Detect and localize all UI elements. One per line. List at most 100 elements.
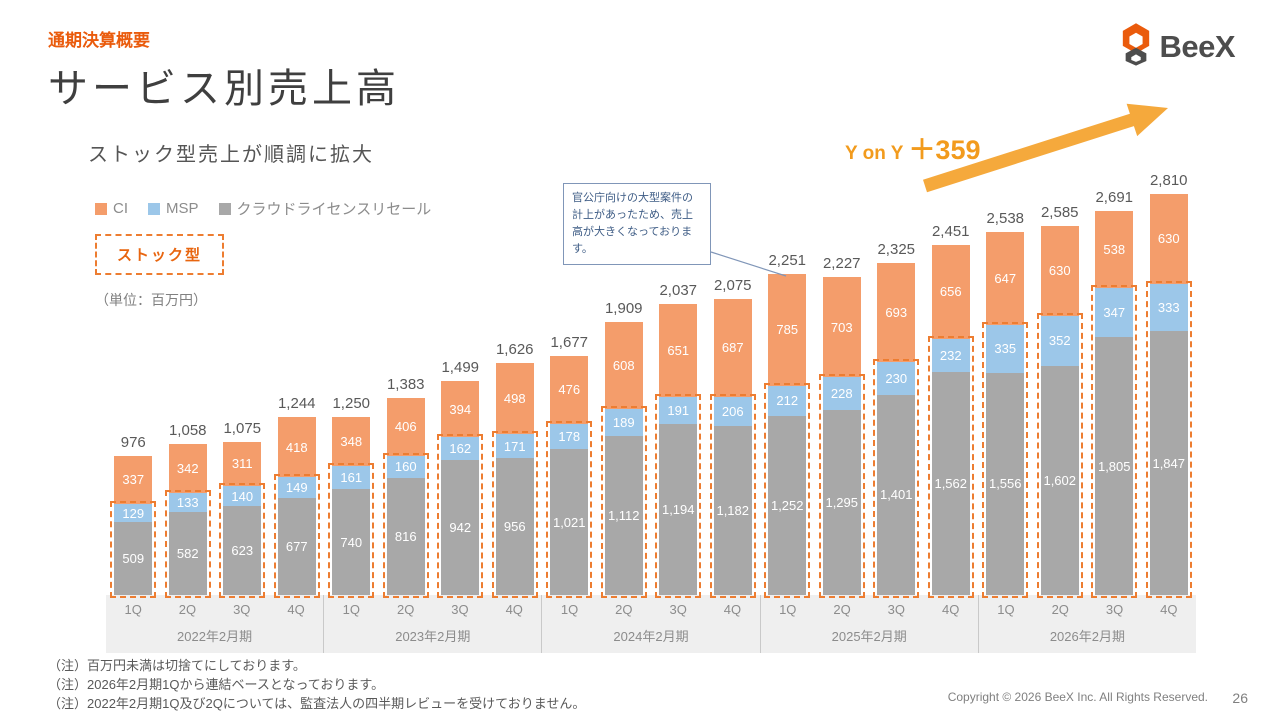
axis-quarter-row: 1Q 2Q 3Q 4Q	[761, 595, 978, 625]
bar-segment-ci: 703	[822, 277, 861, 378]
bar-total-label: 2,075	[713, 276, 752, 294]
bar-segment-resale: 1,112	[604, 436, 643, 595]
bar-segment-ci: 630	[1149, 193, 1188, 284]
bar-segment-msp: 347	[1095, 287, 1134, 338]
bar-slot: 1,244 418 149 677	[270, 185, 325, 598]
bar-segment-ci: 647	[986, 232, 1025, 325]
bar-total-label: 2,325	[877, 241, 916, 259]
axis-quarter-row: 1Q 2Q 3Q 4Q	[542, 595, 759, 625]
stacked-bar: 337 129 509	[110, 455, 157, 598]
bar-segment-resale: 1,182	[713, 426, 752, 595]
stacked-bar: 651 191 1,194	[655, 304, 702, 598]
axis-quarter-label: 2Q	[396, 602, 415, 617]
bar-slot: 2,451 656 232 1,562	[924, 185, 979, 598]
axis-year-group: 1Q 2Q 3Q 4Q 2022年2月期	[106, 595, 323, 653]
bar-total-label: 976	[120, 433, 146, 451]
bar-segment-msp: 230	[877, 362, 916, 395]
bar-total-label: 1,250	[332, 394, 371, 412]
bar-segment-msp: 335	[986, 324, 1025, 373]
unit-label: （単位：百万円）	[95, 292, 207, 308]
bar-segment-msp: 228	[822, 377, 861, 410]
axis-quarter-label: 1Q	[779, 602, 797, 617]
stacked-bar: 348 161 740	[328, 416, 375, 598]
bar-segment-msp: 149	[277, 477, 316, 499]
footnotes: （注）百万円未満は切捨てにしております。 （注）2026年2月期1Qから連結ベー…	[48, 657, 585, 714]
bar-segment-msp: 333	[1149, 283, 1188, 332]
axis-year-label: 2022年2月期	[177, 629, 253, 644]
bar-slot: 2,810 630 333 1,847	[1142, 172, 1197, 598]
bar-segment-resale: 942	[441, 460, 480, 595]
bar-slot: 2,037 651 191 1,194	[651, 185, 706, 598]
axis-quarter-label: 4Q	[287, 602, 305, 617]
stacked-bar: 608 189 1,112	[600, 322, 647, 598]
stacked-bar: 406 160 816	[382, 397, 429, 598]
bar-slot: 2,585 630 352 1,602	[1033, 185, 1088, 598]
bar-segment-msp: 161	[332, 466, 371, 490]
bar-slot: 1,383 406 160 816	[379, 185, 434, 598]
bar-segment-msp: 129	[114, 503, 153, 523]
axis-quarter-row: 1Q 2Q 3Q 4Q	[106, 595, 323, 625]
bar-segment-resale: 1,602	[1040, 366, 1079, 595]
bar-segment-resale: 1,252	[768, 416, 807, 595]
axis-quarter-label: 3Q	[669, 602, 687, 617]
bar-segment-msp: 140	[223, 486, 262, 506]
stacked-bar: 342 133 582	[164, 444, 211, 598]
footnote-2: （注）2026年2月期1Qから連結ベースとなっております。	[48, 676, 385, 692]
bar-segment-resale: 1,401	[877, 394, 916, 595]
chart-x-axis: 1Q 2Q 3Q 4Q 2022年2月期 1Q 2Q 3Q 4Q 2023年2月期 1Q 2Q 3Q 4Q…	[106, 595, 1196, 653]
bar-total-label: 1,383	[386, 375, 425, 393]
page-number: 26	[1232, 690, 1248, 706]
legend-swatch-msp	[148, 202, 160, 215]
stacked-bar: 647 335 1,556	[982, 232, 1029, 598]
bar-segment-resale: 816	[386, 478, 425, 595]
bar-slot: 1,075 311 140 623	[215, 185, 270, 598]
bar-segment-msp: 160	[386, 455, 425, 479]
bar-slot: 2,251 785 212 1,252	[760, 185, 815, 598]
footnote-3: （注）2022年2月期1Q及び2Qについては、監査法人の四半期レビューを受けてお…	[48, 695, 586, 711]
bar-segment-resale: 956	[495, 458, 534, 595]
stacked-bar: 394 162 942	[437, 381, 484, 598]
bar-segment-msp: 206	[713, 396, 752, 427]
bar-segment-ci: 630	[1040, 225, 1079, 316]
chart-legend: CI MSP クラウドライセンスリセール	[95, 198, 431, 219]
stacked-bar-chart: 976 337 129 509 1,058 342 133 582 1,075 311 140 623…	[106, 172, 1197, 653]
bar-slot: 1,499 394 162 942	[433, 185, 488, 598]
bar-segment-resale: 740	[332, 489, 371, 595]
legend-label-msp: MSP	[166, 200, 199, 217]
bar-segment-resale: 1,556	[986, 372, 1025, 595]
bar-slot: 2,538 647 335 1,556	[978, 185, 1033, 598]
bar-segment-ci: 608	[604, 322, 643, 410]
copyright: Copyright © 2026 BeeX Inc. All Rights Re…	[947, 690, 1208, 704]
stacked-bar: 476 178 1,021	[546, 355, 593, 598]
legend-item-ci: CI	[95, 200, 128, 217]
bar-segment-resale: 582	[168, 511, 207, 595]
bar-segment-msp: 232	[931, 338, 970, 372]
axis-quarter-label: 1Q	[560, 602, 579, 617]
bar-segment-msp: 189	[604, 409, 643, 437]
axis-quarter-label: 3Q	[1105, 602, 1124, 617]
axis-quarter-label: 3Q	[887, 602, 906, 617]
axis-quarter-row: 1Q 2Q 3Q 4Q	[324, 595, 541, 625]
legend-label-resale: クラウドライセンスリセール	[236, 201, 432, 218]
section-label: 通期決算概要	[48, 31, 150, 50]
bar-segment-ci: 656	[931, 245, 970, 339]
bar-slot: 2,691 538 347 1,805	[1087, 185, 1142, 598]
stacked-bar: 418 149 677	[273, 417, 320, 598]
axis-year-group: 1Q 2Q 3Q 4Q 2023年2月期	[323, 595, 541, 653]
bar-total-label: 1,244	[277, 395, 316, 413]
bar-segment-resale: 1,562	[931, 371, 970, 595]
legend-item-resale: クラウドライセンスリセール	[218, 198, 432, 219]
beex-logo-icon	[1120, 22, 1152, 71]
axis-year-group: 1Q 2Q 3Q 4Q 2024年2月期	[541, 595, 759, 653]
bar-segment-resale: 623	[223, 506, 262, 595]
axis-quarter-label: 1Q	[124, 602, 142, 617]
axis-year-group: 1Q 2Q 3Q 4Q 2025年2月期	[759, 595, 978, 653]
bar-segment-ci: 538	[1095, 210, 1134, 288]
bar-segment-ci: 311	[223, 441, 262, 486]
bar-total-label: 2,810	[1149, 171, 1188, 189]
bar-total-label: 2,538	[986, 210, 1025, 228]
stacked-bar: 630 333 1,847	[1145, 193, 1192, 598]
legend-label-ci: CI	[113, 200, 128, 217]
bar-total-label: 2,037	[659, 282, 698, 300]
